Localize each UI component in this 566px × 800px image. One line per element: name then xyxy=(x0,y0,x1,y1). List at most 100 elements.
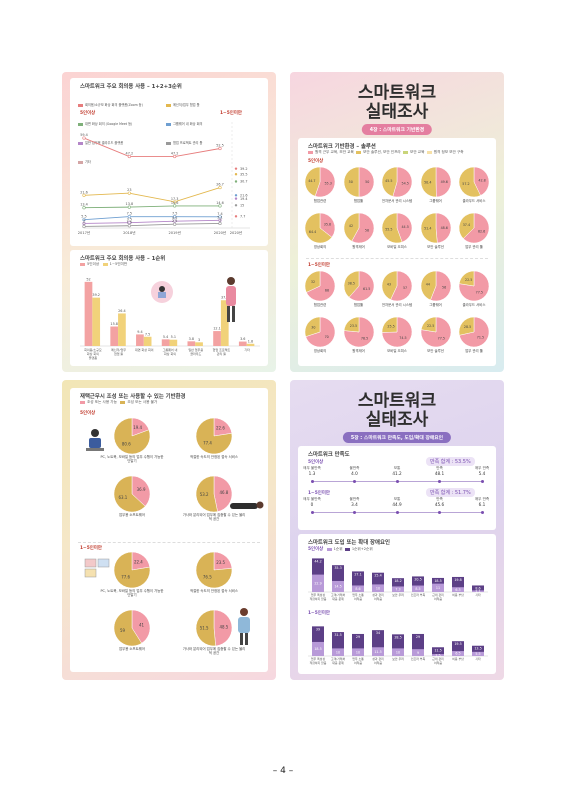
bar-first-label: 7.3 xyxy=(395,587,400,591)
series-line xyxy=(83,219,221,224)
scale-value: 41.2 xyxy=(392,471,402,476)
legend-swatch xyxy=(166,122,171,126)
pie-value-label: 22.6 xyxy=(216,426,225,431)
telework-legend-2: 조성 또는 사용 불가 xyxy=(127,400,158,404)
pie-value-label: 38.5 xyxy=(347,281,354,285)
scale-dot xyxy=(480,479,484,483)
telework-card: 재택근무시 조성 또는 사용할 수 있는 기반환경 조성 또는 사용 가능 조성… xyxy=(70,388,268,672)
data-label: 1 xyxy=(83,221,85,225)
category-label: 대면 화상 회의 xyxy=(135,347,154,352)
pie-value-label: 57.2 xyxy=(462,182,469,186)
barrier-category-label: 적합하지 않음 xyxy=(310,660,327,665)
scale-value: 6.1 xyxy=(478,502,486,507)
satisfaction-scale-group1: 매우 불만족 1.3 불만족 4.0 보통 41.2 만족 48.1 매우 만족 5.4 xyxy=(303,466,489,488)
line-sub-label-left: 5인이상 xyxy=(80,111,96,116)
barrier-category-label: 근태 관리 xyxy=(432,656,444,661)
pie-label: 업무용 소프트웨어 xyxy=(118,513,146,517)
bar-legend-1: 5인이상 xyxy=(87,262,100,266)
bar-total-label: 18.2 xyxy=(394,579,401,583)
barrier-category-label: 비용 부담 xyxy=(452,656,464,661)
pie-slice xyxy=(396,213,412,243)
pie-slice xyxy=(420,213,438,243)
category-label: 일반 업무용 xyxy=(188,347,203,352)
barrier-section-title: 스마트워크 도입 또는 확대 장애요인 xyxy=(308,540,390,546)
barrier-category-label: 어려움 xyxy=(374,660,382,665)
category-label: 협업 툴 xyxy=(114,351,123,356)
scale-dot xyxy=(310,510,314,514)
telework-group1-label: 5인이상 xyxy=(80,411,96,416)
data-point xyxy=(218,185,222,190)
data-label: 52.5 xyxy=(216,144,224,148)
bar-total-label: 31.5 xyxy=(334,633,341,637)
pie-value-label: 62.6 xyxy=(478,229,485,233)
pie-label: 적절한 속도의 안정된 접속 서비스 xyxy=(190,589,238,593)
telework-pie: 48.5 51.5 xyxy=(196,610,232,646)
bar-value-label: 9.4 xyxy=(137,330,142,334)
scale-label: 불만족 xyxy=(349,466,360,470)
pie-slice xyxy=(459,271,475,287)
solution-pie-card: 스마트워크 기반환경 – 솔루션 원격 근무 교육, 보안 교육 보안 솔루션,… xyxy=(298,138,496,366)
telework-pie: 41 59 xyxy=(114,610,150,646)
category-label: 기타 xyxy=(244,347,250,352)
pie-value-label: 35.6 xyxy=(324,223,331,227)
solution-legend: 원격 근무 교육, 보안 교육 보안 솔루션, 보안 인프라 보안 교육 원격 … xyxy=(308,150,464,155)
bar xyxy=(238,341,247,346)
data-point xyxy=(218,215,222,219)
legend-swatch-yes xyxy=(80,400,85,404)
solution-pie: 61.5 38.5 xyxy=(343,271,374,301)
bar-value-label: 1.8 xyxy=(248,339,253,343)
category-label: 화상 회의 xyxy=(164,351,176,356)
pie-value-label: 48.5 xyxy=(219,625,228,630)
bar-first xyxy=(392,648,404,656)
pie-label: 가사와 분리되어 업무에 집중할 수 있는 물리적 공간 xyxy=(182,647,246,656)
solution-pie: 35.6 64.4 xyxy=(305,213,335,243)
pie-label: 가사와 분리되어 업무에 집중할 수 있는 물리적 공간 xyxy=(182,513,246,522)
pie-label: 영상회의 xyxy=(313,245,327,249)
line-legend-item: 메신저/업무 협업 툴 xyxy=(166,102,254,107)
scale-dot xyxy=(310,479,314,483)
data-label: 26.7 xyxy=(216,183,224,187)
barrier-category-label: 어려움 xyxy=(374,596,382,601)
legend-swatch-first xyxy=(326,547,332,551)
pie-slice xyxy=(420,271,436,301)
scale-label: 만족 xyxy=(436,497,443,501)
pie-label: 그룹웨어 xyxy=(429,303,442,307)
data-label: 23 xyxy=(127,188,131,192)
pie-slice xyxy=(343,167,359,197)
man-at-desk-illustration xyxy=(84,428,106,458)
right-point xyxy=(234,197,238,200)
bar-total-label: 39 xyxy=(316,627,320,631)
bar xyxy=(118,313,126,346)
bar-total-label: 25.4 xyxy=(374,574,381,578)
data-point xyxy=(127,221,131,225)
bar xyxy=(195,342,203,346)
pie-label: 업무 관리 툴 xyxy=(465,349,483,353)
pie-value-label: 77.4 xyxy=(203,441,212,446)
pie-slice xyxy=(348,271,374,301)
bar-legend: 5인이상 1~5인미만 xyxy=(80,262,127,267)
solution-pie: 50 50 xyxy=(343,167,374,197)
pie-slice xyxy=(196,610,216,646)
data-label: 3 xyxy=(219,218,221,222)
pie-value-label: 45.5 xyxy=(385,179,392,183)
bar xyxy=(84,281,93,346)
pie-value-label: 51.4 xyxy=(424,227,431,231)
satisfaction-group2-label: 1~5인미만 xyxy=(308,491,330,496)
series-line xyxy=(83,187,221,203)
legend-swatch-both xyxy=(344,547,350,551)
bar xyxy=(92,297,101,346)
data-point xyxy=(218,218,222,222)
data-point xyxy=(82,136,86,140)
pie-slice xyxy=(358,167,374,197)
right-point xyxy=(234,167,238,170)
barrier-legend-2: 1순위+2순위 xyxy=(351,547,373,551)
pie-label: 협업관련 xyxy=(313,199,327,203)
category-label: 화상 회의 xyxy=(87,351,99,356)
pie-label: 전자문서 관리 시스템 xyxy=(381,303,413,307)
bar-first xyxy=(312,641,324,656)
line-sub-label-right: 1~5인미만 xyxy=(220,111,242,116)
barrier-category-label: 성과 관리 xyxy=(372,592,384,597)
legend-swatch xyxy=(78,103,83,107)
category-label: 회의용/소규모 xyxy=(84,347,102,352)
telework-section-title: 재택근무시 조성 또는 사용할 수 있는 기반환경 xyxy=(80,394,186,400)
